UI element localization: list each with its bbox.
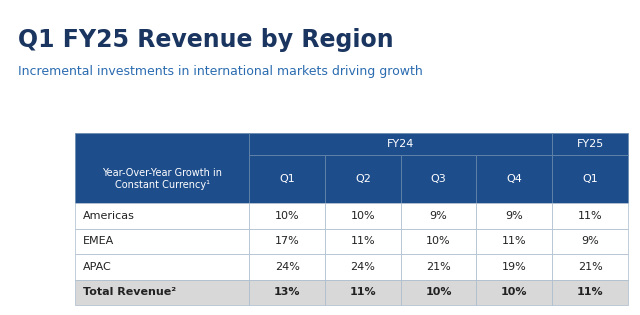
Text: FY24: FY24 bbox=[387, 139, 415, 149]
Text: EMEA: EMEA bbox=[83, 236, 115, 246]
Text: Q4: Q4 bbox=[506, 174, 522, 184]
Text: 9%: 9% bbox=[506, 211, 524, 221]
Text: 13%: 13% bbox=[274, 287, 300, 297]
Text: Total Revenue²: Total Revenue² bbox=[83, 287, 176, 297]
Text: Q1: Q1 bbox=[279, 174, 295, 184]
Text: 21%: 21% bbox=[578, 262, 602, 272]
Text: 9%: 9% bbox=[429, 211, 447, 221]
Text: APAC: APAC bbox=[83, 262, 112, 272]
Text: Americas: Americas bbox=[83, 211, 135, 221]
Text: 21%: 21% bbox=[426, 262, 451, 272]
Text: FY25: FY25 bbox=[577, 139, 604, 149]
Text: 24%: 24% bbox=[351, 262, 375, 272]
Text: 11%: 11% bbox=[502, 236, 527, 246]
Text: Q3: Q3 bbox=[431, 174, 447, 184]
Text: 10%: 10% bbox=[351, 211, 375, 221]
Text: Q2: Q2 bbox=[355, 174, 371, 184]
Text: 19%: 19% bbox=[502, 262, 527, 272]
Text: 10%: 10% bbox=[275, 211, 300, 221]
Text: 11%: 11% bbox=[349, 287, 376, 297]
Text: 10%: 10% bbox=[426, 236, 451, 246]
Text: Q1 FY25 Revenue by Region: Q1 FY25 Revenue by Region bbox=[18, 28, 394, 52]
Text: 24%: 24% bbox=[275, 262, 300, 272]
Text: 11%: 11% bbox=[578, 211, 602, 221]
Text: 11%: 11% bbox=[577, 287, 604, 297]
Text: 9%: 9% bbox=[581, 236, 599, 246]
Text: Year-Over-Year Growth in
Constant Currency¹: Year-Over-Year Growth in Constant Curren… bbox=[102, 168, 222, 190]
Text: 10%: 10% bbox=[426, 287, 452, 297]
Text: Q1: Q1 bbox=[582, 174, 598, 184]
Text: 17%: 17% bbox=[275, 236, 300, 246]
Text: Incremental investments in international markets driving growth: Incremental investments in international… bbox=[18, 65, 423, 78]
Text: 10%: 10% bbox=[501, 287, 527, 297]
Text: 11%: 11% bbox=[351, 236, 375, 246]
